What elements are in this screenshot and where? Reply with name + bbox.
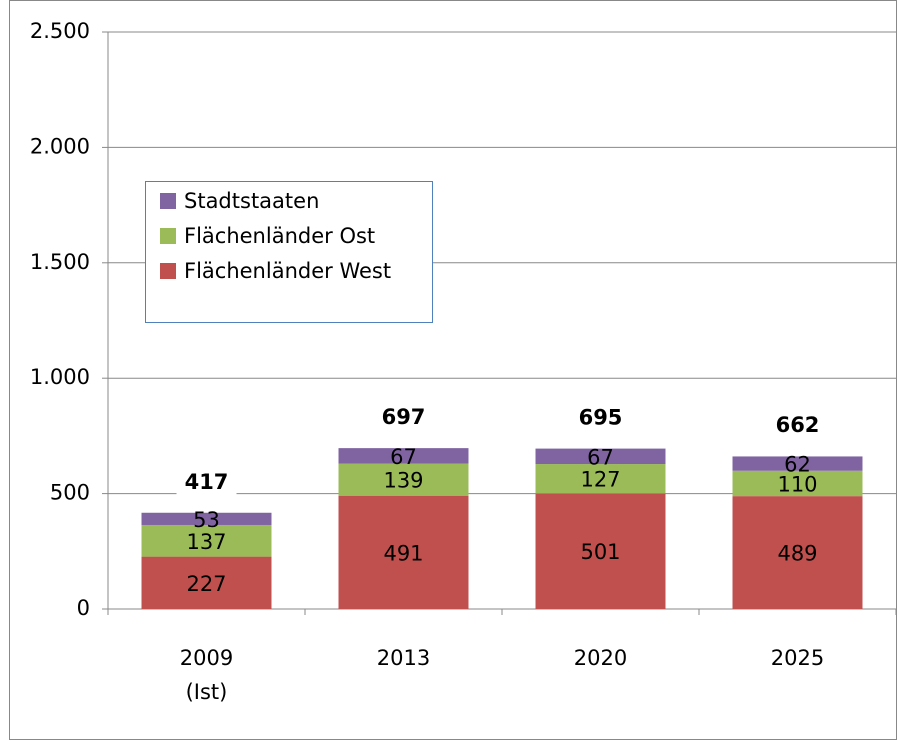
bar-segment xyxy=(338,463,469,496)
x-tick-label: 2009 (Ist) xyxy=(180,646,233,704)
data-label: 110 xyxy=(777,472,817,496)
y-tick-label: 500 xyxy=(50,481,90,505)
data-label: 489 xyxy=(777,542,817,566)
data-label: 491 xyxy=(383,541,423,565)
total-label: 697 xyxy=(382,405,426,429)
x-tick-label: 2025 xyxy=(771,646,824,670)
y-tick-label: 2.500 xyxy=(30,19,90,43)
total-label: 417 xyxy=(185,470,229,494)
total-label-bg xyxy=(373,405,434,432)
data-label: 67 xyxy=(587,445,614,469)
data-label: 53 xyxy=(193,508,220,532)
bar-segment xyxy=(338,448,469,464)
bar-segment xyxy=(141,512,272,525)
bar-segment xyxy=(535,448,666,465)
data-label: 137 xyxy=(186,530,226,554)
y-tick-label: 2.000 xyxy=(30,134,90,158)
total-label: 695 xyxy=(579,406,623,430)
legend-label: Flächenländer Ost xyxy=(184,224,375,248)
y-tick-label: 1.000 xyxy=(30,365,90,389)
bar-segment xyxy=(732,496,863,609)
legend-swatch xyxy=(160,263,176,279)
legend-box xyxy=(145,181,433,323)
x-tick-label: 2020 xyxy=(574,646,627,670)
x-tick-label: 2013 xyxy=(377,646,430,670)
legend-label: Stadtstaaten xyxy=(184,189,319,213)
data-label: 227 xyxy=(186,572,226,596)
legend-swatch xyxy=(160,228,176,244)
data-label: 62 xyxy=(784,453,811,477)
y-tick-label: 1.500 xyxy=(30,250,90,274)
total-label: 662 xyxy=(776,413,820,437)
total-label-bg xyxy=(570,405,631,432)
bar-segment xyxy=(535,464,666,494)
bar-segment xyxy=(338,495,469,609)
bar-segment xyxy=(141,556,272,609)
total-label-bg xyxy=(767,413,828,440)
bar-segment xyxy=(141,524,272,557)
y-tick-label: 0 xyxy=(77,596,90,620)
bar-segment xyxy=(732,456,863,471)
data-label: 501 xyxy=(580,540,620,564)
total-label-bg xyxy=(176,469,237,496)
legend-swatch xyxy=(160,193,176,209)
bar-segment xyxy=(732,470,863,497)
legend-label: Flächenländer West xyxy=(184,259,391,283)
data-label: 127 xyxy=(580,468,620,492)
legend: Stadtstaaten Flächenländer Ost Flächenländ… xyxy=(145,181,433,323)
data-label: 67 xyxy=(390,445,417,469)
chart-frame xyxy=(9,0,897,740)
data-label: 139 xyxy=(383,469,423,493)
bar-segment xyxy=(535,493,666,609)
